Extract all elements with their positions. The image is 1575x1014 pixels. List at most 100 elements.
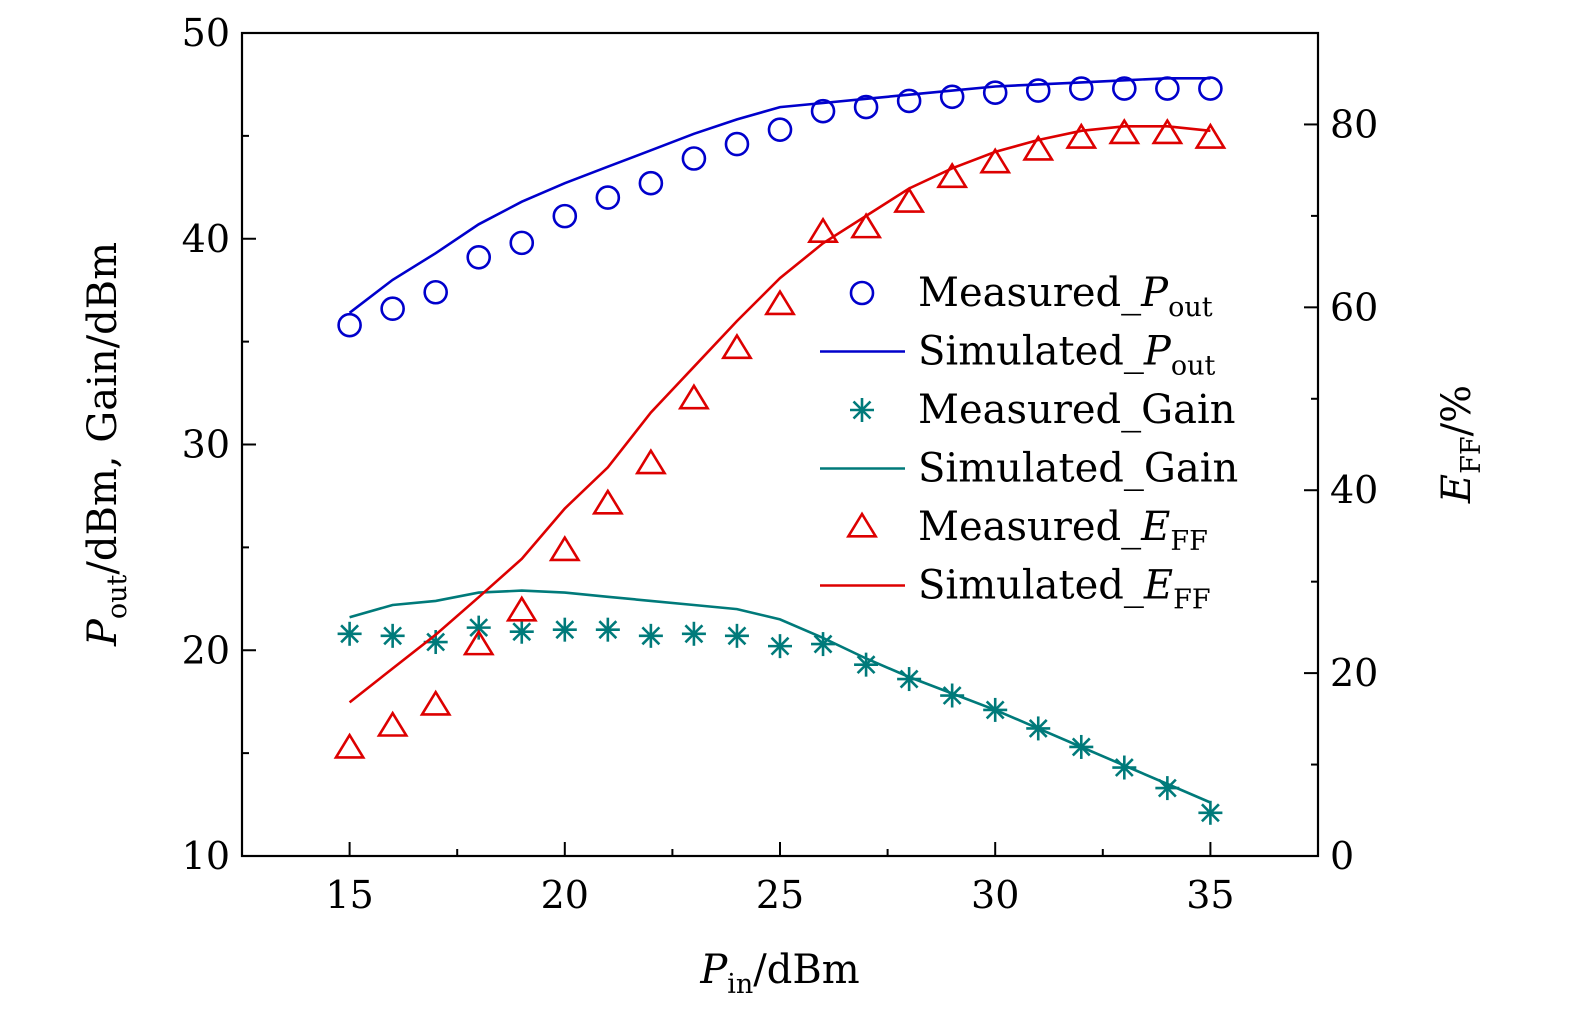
- data-point-measured-pout: [982, 80, 1008, 105]
- data-point-measured-pout: [423, 279, 448, 305]
- data-point-measured-pout: [509, 230, 535, 256]
- data-point-measured-eff: [1108, 118, 1141, 145]
- data-point-measured-gain: [681, 621, 706, 646]
- data-point-measured-eff: [677, 383, 710, 410]
- series-group: [333, 76, 1227, 825]
- data-point-measured-pout: [466, 244, 492, 270]
- data-point-measured-gain: [638, 623, 663, 648]
- x-tick-label: 20: [541, 873, 589, 917]
- data-point-measured-eff: [764, 289, 796, 316]
- asterisk-stroke: [942, 686, 962, 705]
- data-point-measured-gain: [1198, 800, 1223, 825]
- data-point-measured-eff: [979, 147, 1012, 174]
- data-point-measured-pout: [337, 312, 362, 338]
- data-point-measured-pout: [1068, 76, 1094, 101]
- data-point-measured-gain: [380, 623, 405, 648]
- data-point-measured-pout: [810, 98, 836, 124]
- series-points-measured-eff: [333, 118, 1227, 759]
- data-point-measured-pout: [853, 94, 879, 120]
- data-point-measured-eff: [333, 732, 366, 759]
- data-point-measured-gain: [466, 615, 491, 640]
- asterisk-stroke: [641, 626, 661, 646]
- data-point-measured-eff: [1022, 134, 1055, 161]
- asterisk-stroke: [383, 626, 403, 646]
- asterisk-stroke: [899, 669, 919, 689]
- asterisk-stroke: [813, 634, 833, 654]
- asterisk-stroke: [512, 622, 532, 642]
- data-point-measured-gain: [509, 619, 534, 644]
- data-point-measured-eff: [1151, 118, 1184, 145]
- data-point-measured-eff: [505, 595, 538, 622]
- y-right-tick-label: 40: [1330, 468, 1378, 512]
- data-point-measured-gain: [552, 617, 577, 642]
- series-line-simulated-eff: [348, 125, 1211, 704]
- asterisk-stroke: [340, 624, 360, 644]
- asterisk-stroke: [1157, 778, 1177, 798]
- series-line-simulated-pout: [348, 77, 1211, 314]
- y-left-tick-label: 30: [182, 423, 230, 467]
- data-point-measured-eff: [807, 216, 840, 244]
- asterisk-stroke: [852, 400, 872, 420]
- data-point-measured-eff: [850, 212, 883, 239]
- asterisk-stroke: [770, 636, 790, 656]
- legend-swatch-measured-eff: [846, 511, 878, 538]
- data-point-measured-gain: [337, 621, 362, 646]
- y-left-tick-label: 20: [182, 628, 230, 672]
- data-point-measured-pout: [595, 185, 621, 210]
- x-tick-label: 35: [1186, 873, 1234, 917]
- data-point-measured-eff: [376, 710, 409, 737]
- y-axis-right-title: EFF/%: [1434, 385, 1487, 504]
- y-left-tick-label: 10: [182, 834, 230, 878]
- data-point-measured-eff: [462, 629, 495, 656]
- data-point-measured-pout: [1198, 76, 1223, 101]
- data-point-measured-pout: [1025, 78, 1051, 103]
- legend-label-measured-pout: Measured_Pout: [918, 270, 1213, 323]
- legend-label-measured-eff: Measured_EFF: [918, 504, 1208, 557]
- y-right-tick-label: 20: [1330, 651, 1378, 695]
- legend-label-simulated-eff: Simulated_EFF: [918, 563, 1211, 616]
- data-point-measured-eff: [1194, 122, 1227, 149]
- data-point-measured-pout: [380, 296, 405, 322]
- data-point-measured-pout: [552, 203, 578, 229]
- data-point-measured-gain: [940, 683, 965, 708]
- data-point-measured-pout: [767, 117, 793, 143]
- data-point-measured-pout: [896, 88, 922, 114]
- series-points-measured-pout: [337, 76, 1223, 338]
- data-point-measured-pout: [939, 84, 965, 110]
- x-tick-label: 30: [971, 873, 1019, 917]
- data-point-measured-pout: [1155, 76, 1180, 101]
- x-tick-label: 25: [756, 873, 804, 917]
- asterisk-stroke: [555, 620, 575, 640]
- legend-swatch-measured-gain: [850, 398, 874, 422]
- series-line-simulated-gain: [349, 589, 1211, 804]
- data-point-measured-gain: [724, 623, 749, 648]
- series-points-measured-gain: [337, 615, 1223, 825]
- legend-label-simulated-gain: Simulated_Gain: [918, 446, 1238, 492]
- data-point-measured-eff: [1065, 122, 1098, 149]
- data-point-measured-pout: [681, 146, 707, 171]
- asterisk-stroke: [727, 626, 747, 646]
- legend-swatch-measured-pout: [849, 280, 875, 306]
- y-left-tick-label: 40: [182, 217, 230, 261]
- asterisk-stroke: [1200, 803, 1220, 823]
- data-point-measured-pout: [1112, 76, 1137, 101]
- y-axis-left-title: Pout/dBm, Gain/dBm: [80, 242, 133, 647]
- asterisk-stroke: [684, 624, 704, 644]
- data-point-measured-eff: [634, 448, 667, 475]
- legend-label-measured-gain: Measured_Gain: [918, 387, 1236, 433]
- y-right-tick-label: 0: [1330, 834, 1354, 878]
- y-right-tick-label: 80: [1330, 102, 1378, 146]
- data-point-measured-eff: [419, 689, 452, 716]
- asterisk-stroke: [856, 655, 876, 675]
- y-right-tick-label: 60: [1330, 285, 1378, 329]
- asterisk-stroke: [426, 632, 446, 652]
- y-axis-left: 10 20 30 40 50: [182, 11, 256, 878]
- data-point-measured-gain: [811, 632, 836, 657]
- x-axis: 15 20 25 30 35: [325, 842, 1235, 917]
- data-point-measured-gain: [854, 652, 879, 677]
- data-point-measured-gain: [595, 617, 620, 642]
- asterisk-stroke: [469, 618, 489, 638]
- data-point-measured-gain: [768, 634, 792, 659]
- legend: Measured_Pout Simulated_Pout Measured_Gain…: [820, 270, 1238, 616]
- data-point-measured-eff: [936, 161, 969, 189]
